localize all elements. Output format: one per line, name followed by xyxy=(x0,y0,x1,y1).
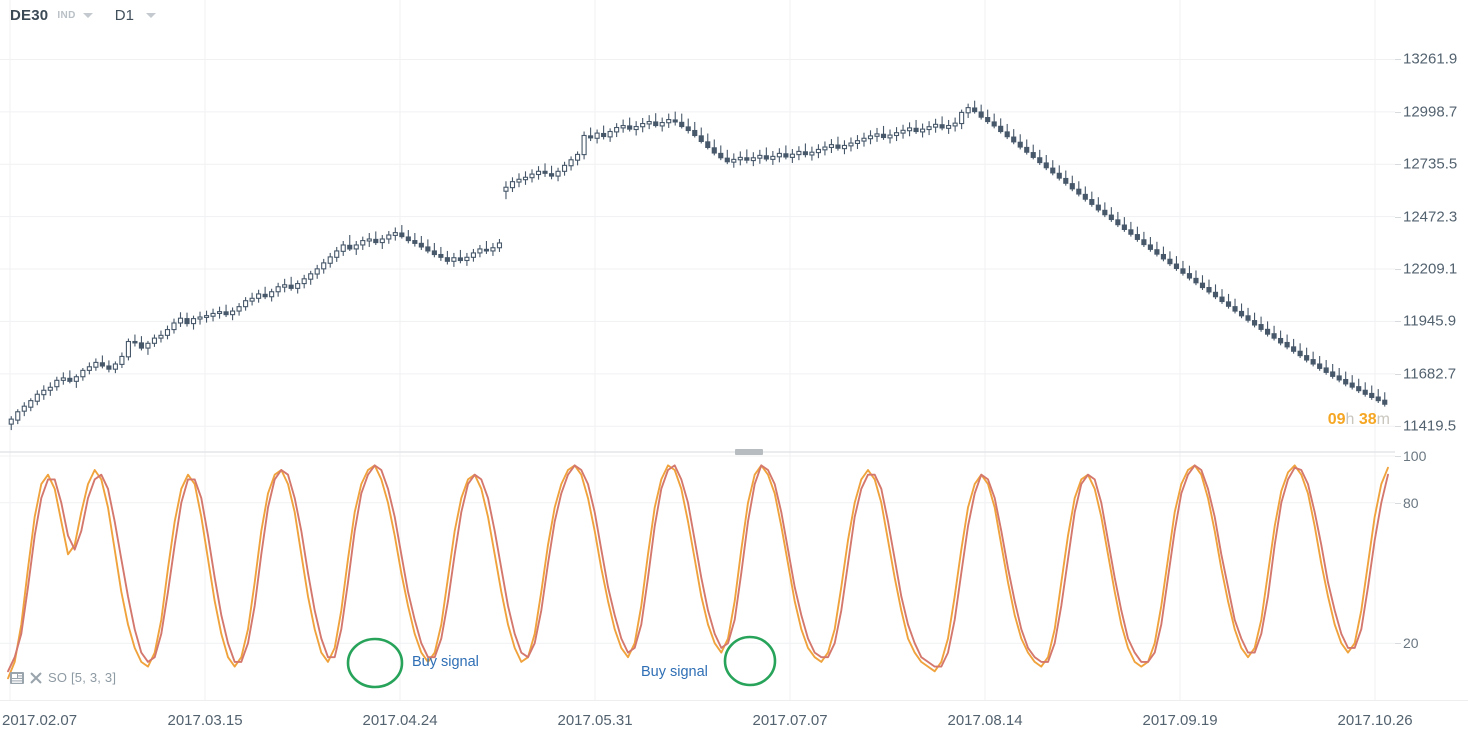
oscillator-axis[interactable]: 100 80 20 xyxy=(1395,448,1468,700)
symbol-kind-label: IND xyxy=(57,9,76,21)
axis-tick-mark xyxy=(1395,321,1401,323)
axis-tick-mark xyxy=(1395,269,1401,271)
price-axis-tick: 11419.5 xyxy=(1403,417,1457,435)
axis-tick-mark xyxy=(1395,164,1401,166)
time-axis-tick: 2017.08.14 xyxy=(947,712,1023,729)
chart-plot-area[interactable] xyxy=(0,0,1395,700)
price-axis-tick: 12209.1 xyxy=(1403,260,1458,278)
axis-tick-mark xyxy=(1395,111,1401,113)
axis-tick-mark xyxy=(1395,426,1401,428)
axis-tick-mark xyxy=(1395,643,1401,645)
price-axis-tick: 12998.7 xyxy=(1403,103,1458,121)
time-axis[interactable]: 2017.02.07 2017.03.15 2017.04.24 2017.05.31… xyxy=(0,700,1468,741)
bar-countdown-timer: 09h 38m xyxy=(1328,411,1390,429)
time-axis-tick: 2017.05.31 xyxy=(557,712,633,729)
indicator-label[interactable]: SO [5, 3, 3] xyxy=(48,670,117,685)
time-axis-tick: 2017.10.26 xyxy=(1337,712,1413,729)
indicator-settings-icon[interactable] xyxy=(10,671,24,684)
chevron-down-icon[interactable] xyxy=(145,12,156,18)
oscillator-axis-tick: 20 xyxy=(1403,635,1419,652)
countdown-hours: 09 xyxy=(1327,411,1346,428)
countdown-hours-unit: h xyxy=(1345,411,1355,428)
time-axis-tick: 2017.02.07 xyxy=(2,712,78,729)
price-axis-tick: 12472.3 xyxy=(1403,208,1458,226)
price-axis-tick: 11945.9 xyxy=(1403,312,1457,330)
time-axis-tick: 2017.09.19 xyxy=(1142,712,1218,729)
time-axis-tick: 2017.04.24 xyxy=(362,712,438,729)
buy-signal-annotation: Buy signal xyxy=(412,654,479,670)
time-axis-tick: 2017.03.15 xyxy=(167,712,243,729)
chart-header: DE30 IND D1 xyxy=(0,0,1468,30)
axis-tick-mark xyxy=(1395,502,1401,504)
symbol-name[interactable]: DE30 xyxy=(10,6,49,24)
time-axis-tick: 2017.07.07 xyxy=(752,712,828,729)
chevron-down-icon[interactable] xyxy=(82,12,93,18)
pane-resize-handle[interactable] xyxy=(735,449,763,455)
close-icon[interactable] xyxy=(30,672,42,684)
axis-tick-mark xyxy=(1395,59,1401,61)
price-axis-tick: 12735.5 xyxy=(1403,155,1458,173)
axis-tick-mark xyxy=(1395,373,1401,375)
price-axis-tick: 13261.9 xyxy=(1403,50,1458,68)
buy-signal-annotation: Buy signal xyxy=(641,664,708,680)
axis-tick-mark xyxy=(1395,216,1401,218)
price-axis[interactable]: 13261.9 12998.7 12735.5 12472.3 12209.1 11945… xyxy=(1395,0,1468,452)
indicator-legend: SO [5, 3, 3] xyxy=(10,670,116,685)
timeframe-label[interactable]: D1 xyxy=(114,6,134,24)
oscillator-axis-tick: 80 xyxy=(1403,494,1419,511)
countdown-minutes: 38 xyxy=(1358,411,1377,428)
axis-tick-mark xyxy=(1395,456,1401,457)
countdown-minutes-unit: m xyxy=(1376,411,1390,428)
oscillator-axis-tick: 100 xyxy=(1403,448,1427,464)
chart-canvas xyxy=(0,0,1395,700)
price-axis-tick: 11682.7 xyxy=(1403,365,1457,383)
